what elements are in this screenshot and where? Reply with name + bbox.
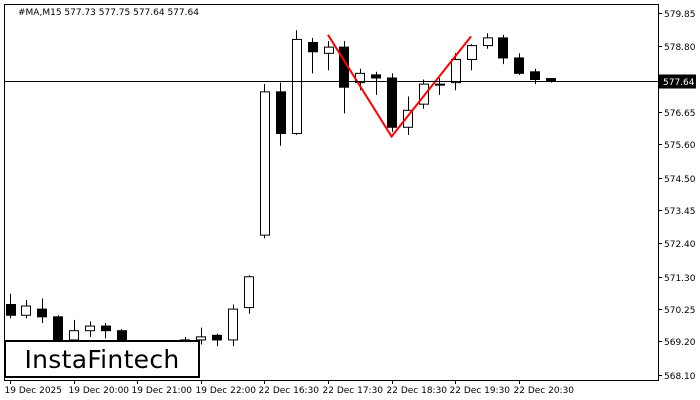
x-tick-label: 22 Dec 20:30 [514,386,575,396]
bear-candle [514,57,524,74]
y-tick-label: 568.10 [664,372,696,382]
x-tick-label: 22 Dec 17:30 [323,386,384,396]
bull-candle [21,305,31,316]
bear-candle [6,303,16,316]
x-tick-label: 19 Dec 22:00 [196,386,257,396]
y-tick-label: 575.60 [664,141,696,151]
bull-candle [435,83,445,86]
y-tick-label: 573.45 [664,207,696,217]
bull-candle [292,38,302,134]
y-tick-label: 579.85 [664,10,696,20]
bear-candle [371,74,381,79]
bear-candle [308,42,318,53]
bear-candle [387,77,397,128]
bear-candle [53,316,63,341]
bull-candle [467,45,477,60]
logo-text: InstaFintech [24,344,180,374]
y-tick-label: 570.25 [664,306,696,316]
bull-candle [451,58,461,84]
bull-candle [85,325,95,332]
bull-candle [69,330,79,341]
y-tick-label: 578.80 [664,43,696,53]
bear-candle [276,91,286,134]
x-tick-label: 22 Dec 19:30 [450,386,511,396]
current-price-label: 577.64 [663,78,695,88]
x-tick-label: 19 Dec 21:00 [132,386,193,396]
x-tick-label: 19 Dec 2025 [5,386,63,396]
bear-candle [101,325,111,332]
double-top-pattern-line [327,34,472,139]
bull-candle [228,308,238,341]
plot-frame [4,4,659,381]
y-tick-label: 574.50 [664,175,696,185]
bull-candle [324,46,334,54]
bull-candle [403,109,413,128]
y-tick-label: 571.30 [664,274,696,284]
bear-candle [546,78,556,82]
instafintech-logo: InstaFintech [4,340,200,378]
bear-candle [498,37,508,59]
y-tick-label: 576.65 [664,109,696,119]
x-tick-label: 19 Dec 20:00 [69,386,130,396]
bull-candle [244,276,254,309]
x-tick-label: 22 Dec 18:30 [387,386,448,396]
y-tick-label: 569.20 [664,338,696,348]
bear-candle [530,71,540,81]
current-price-tag [658,74,696,89]
bull-candle [483,37,493,47]
x-tick-label: 22 Dec 16:30 [259,386,320,396]
bear-candle [212,334,222,341]
bull-candle [260,91,270,236]
y-tick-label: 572.40 [664,240,696,250]
bull-candle [196,336,206,341]
bear-candle [37,308,47,318]
chart-title: #MA,M15 577.73 577.75 577.64 577.64 [18,8,199,18]
